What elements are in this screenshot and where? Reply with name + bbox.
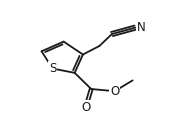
Text: O: O [81,101,90,114]
Text: N: N [137,21,145,34]
Text: O: O [110,85,119,98]
Text: S: S [49,62,56,75]
